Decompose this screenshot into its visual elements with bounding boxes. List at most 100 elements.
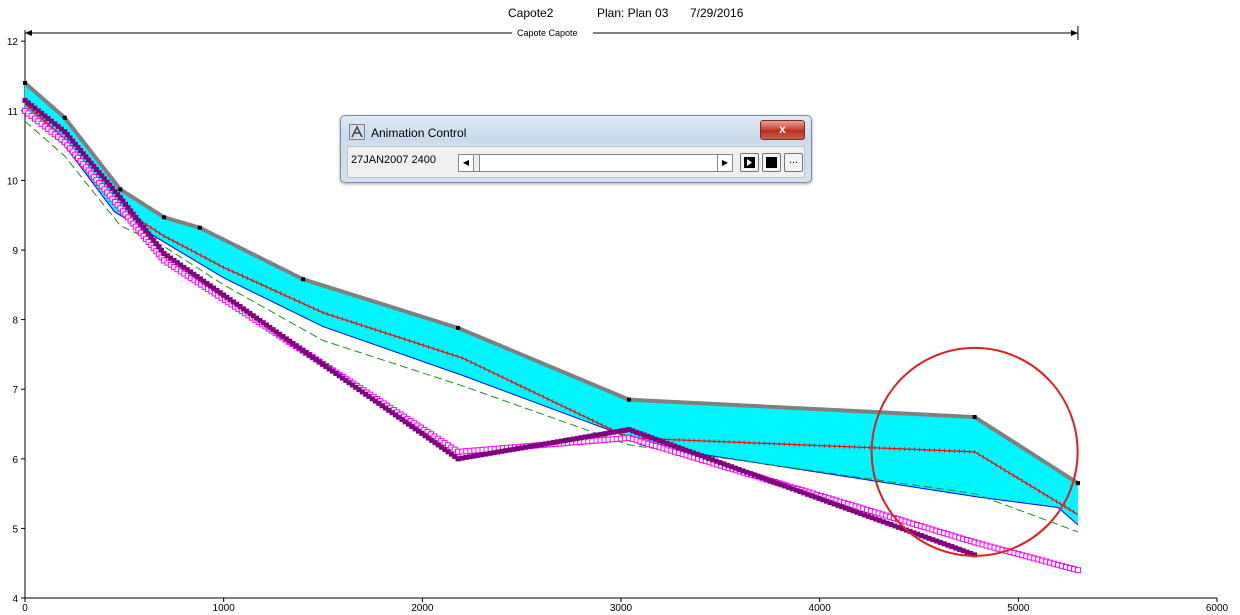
series-bed-profile-2-marker bbox=[138, 221, 144, 227]
y-tick-label: 7 bbox=[12, 385, 18, 396]
series-bed-profile-2-marker bbox=[515, 446, 521, 452]
series-bed-profile-2-marker bbox=[751, 472, 757, 478]
series-bed-profile-2-marker bbox=[463, 454, 469, 460]
series-bed-profile-2-marker bbox=[725, 462, 731, 468]
series-bed-profile-2-marker bbox=[523, 444, 529, 450]
series-bed-profile-2-marker bbox=[39, 110, 45, 116]
play-button[interactable] bbox=[740, 153, 759, 172]
series-bed-profile-2-marker bbox=[899, 526, 905, 532]
stop-button[interactable] bbox=[762, 153, 781, 172]
series-bed-profile-2-marker bbox=[736, 466, 742, 472]
series-bed-profile-2-marker bbox=[594, 432, 600, 438]
x-tick-label: 5000 bbox=[1007, 603, 1030, 614]
series-bed-profile-2-marker bbox=[94, 166, 100, 172]
series-bed-profile-2-marker bbox=[934, 538, 940, 544]
series-bed-profile-2-marker bbox=[558, 438, 564, 444]
series-bed-profile-2-marker bbox=[72, 141, 78, 147]
series-bed-profile-2-marker bbox=[789, 486, 795, 492]
series-bed-profile-2-marker bbox=[755, 473, 761, 479]
scroll-right-icon[interactable]: ▶ bbox=[717, 155, 732, 171]
series-bed-profile-2-marker bbox=[333, 370, 339, 376]
series-bed-profile-2-marker bbox=[64, 132, 70, 138]
series-bed-profile-2-marker bbox=[499, 448, 505, 454]
series-bed-profile-2-marker bbox=[273, 329, 279, 335]
animation-titlebar[interactable]: Animation Control x bbox=[347, 120, 805, 142]
series-bed-profile-2-marker bbox=[135, 218, 141, 224]
series-bed-profile-2-marker bbox=[820, 497, 826, 503]
series-bed-profile-2-marker bbox=[759, 475, 765, 481]
series-bed-profile-2-marker bbox=[960, 548, 966, 554]
series-bed-profile-2-marker bbox=[770, 479, 776, 485]
series-bed-profile-2-marker bbox=[125, 205, 131, 211]
series-bed-profile-2-marker bbox=[303, 350, 309, 356]
series-bed-profile-2-marker bbox=[88, 160, 94, 166]
series-bed-profile-2-marker bbox=[227, 297, 233, 303]
series-bed-profile-2-marker bbox=[645, 433, 651, 439]
y-tick-label: 10 bbox=[7, 176, 19, 187]
series-bed-profile-2-marker bbox=[507, 447, 513, 453]
series-bed-profile-2-marker bbox=[467, 454, 473, 460]
animation-control-window[interactable]: Animation Control x 27JAN2007 2400 ◀ ▶ .… bbox=[340, 115, 812, 183]
series-bed-profile-2-marker bbox=[191, 271, 197, 277]
series-bed-profile-2-marker bbox=[448, 451, 454, 457]
series-bed-profile-2-marker bbox=[888, 522, 894, 528]
y-tick-label: 5 bbox=[12, 524, 18, 535]
x-tick-label: 3000 bbox=[610, 603, 633, 614]
series-bed-profile-2-marker bbox=[32, 105, 38, 111]
series-bed-profile-2-marker bbox=[346, 380, 352, 386]
y-tick-label: 9 bbox=[12, 246, 18, 257]
reach-arrow-right-icon bbox=[1070, 30, 1078, 36]
series-bed-profile-2-marker bbox=[75, 144, 81, 150]
series-bed-profile-2-marker bbox=[399, 417, 405, 423]
reach-arrow-left-icon bbox=[25, 30, 32, 36]
series-bed-profile-2-marker bbox=[376, 400, 382, 406]
series-bed-profile-2-marker bbox=[873, 516, 879, 522]
series-bed-profile-2-marker bbox=[140, 224, 146, 230]
series-bed-profile-2-marker bbox=[915, 531, 921, 537]
series-bed-profile-2-marker bbox=[630, 428, 636, 434]
series-bed-profile-2-marker bbox=[171, 257, 177, 263]
x-tick-label: 0 bbox=[22, 603, 28, 614]
series-bed-profile-2-marker bbox=[52, 121, 58, 127]
series-bed-profile-2-marker bbox=[637, 431, 643, 437]
scroll-left-icon[interactable]: ◀ bbox=[462, 158, 470, 167]
series-bed-profile-2-marker bbox=[511, 446, 517, 452]
series-bed-profile-2-marker bbox=[29, 103, 35, 109]
series-bed-profile-2-marker bbox=[664, 440, 670, 446]
series-bed-profile-2-marker bbox=[653, 436, 659, 442]
series-bed-profile-2-marker bbox=[224, 294, 230, 300]
bank-station-point bbox=[301, 277, 306, 282]
series-bed-profile-2-marker bbox=[907, 528, 913, 534]
series-bed-profile-2-marker bbox=[280, 334, 286, 340]
series-bed-profile-2-marker bbox=[184, 267, 190, 273]
series-bed-profile-2-marker bbox=[656, 438, 662, 444]
series-bed-profile-2-marker bbox=[782, 483, 788, 489]
series-bed-profile-2-marker bbox=[143, 228, 149, 234]
series-bed-profile-2-marker bbox=[527, 444, 533, 450]
scroll-thumb[interactable] bbox=[473, 155, 480, 171]
time-scrollbar[interactable]: ◀ ▶ bbox=[458, 154, 733, 172]
series-bed-profile-2-marker bbox=[649, 435, 655, 441]
x-tick-label: 6000 bbox=[1206, 603, 1229, 614]
series-bed-profile-2-marker bbox=[392, 412, 398, 418]
series-bed-profile-2-marker bbox=[353, 384, 359, 390]
series-bed-profile-2-marker bbox=[877, 517, 883, 523]
series-bed-profile-2-marker bbox=[614, 429, 620, 435]
series-bed-profile-2-marker bbox=[491, 450, 497, 456]
series-bed-profile-2-marker bbox=[546, 440, 552, 446]
series-bed-profile-2-marker bbox=[968, 550, 974, 556]
series-bed-profile-2-marker bbox=[763, 476, 769, 482]
series-bed-profile-2-marker bbox=[389, 410, 395, 416]
series-bed-profile-2-marker bbox=[330, 368, 336, 374]
series-bed-profile-2-marker bbox=[675, 444, 681, 450]
series-bed-profile-2-marker bbox=[949, 544, 955, 550]
series-bed-profile-2-marker bbox=[359, 389, 365, 395]
more-options-button[interactable]: ... bbox=[784, 153, 803, 172]
close-button[interactable]: x bbox=[760, 120, 805, 140]
series-bed-profile-2-marker bbox=[290, 340, 296, 346]
series-bed-profile-2-marker bbox=[197, 276, 203, 282]
series-bed-profile-2-marker bbox=[850, 508, 856, 514]
series-bed-profile-2-marker bbox=[435, 442, 441, 448]
series-bed-profile-2-marker bbox=[67, 135, 73, 141]
